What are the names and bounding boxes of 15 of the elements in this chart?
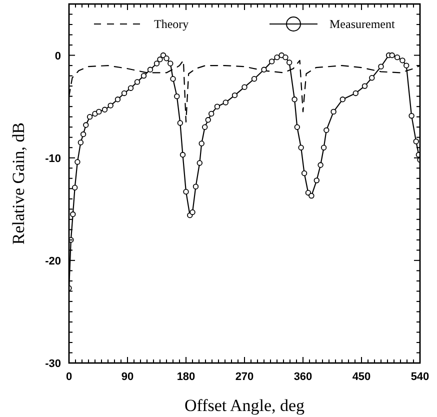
x-tick-label: 270 [235,371,254,383]
y-tick-label: -10 [45,152,61,165]
legend-label: Measurement [330,17,396,31]
y-axis-title: Relative Gain, dB [9,122,28,245]
x-tick-label: 0 [66,371,72,383]
x-tick-label: 90 [121,371,134,383]
y-tick-label: -20 [45,255,61,268]
x-tick-label: 360 [294,371,312,383]
x-tick-label: 450 [352,371,371,383]
y-tick-label: -30 [45,358,61,370]
x-tick-label: 540 [410,371,430,383]
y-tick-label: 0 [54,50,61,62]
x-tick-label: 180 [176,371,196,383]
legend-label: Theory [154,17,189,31]
x-axis-title: Offset Angle, deg [184,396,306,415]
